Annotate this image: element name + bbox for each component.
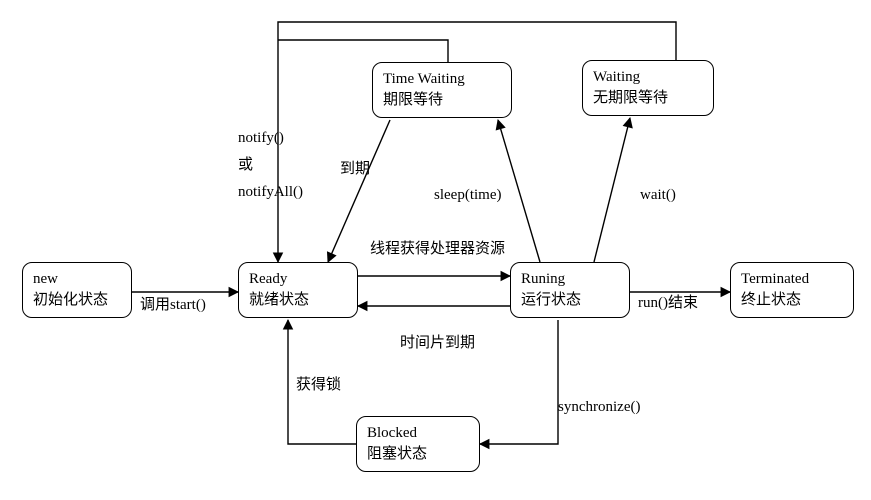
edge-waiting-to-top <box>278 22 676 60</box>
label-timeslice: 时间片到期 <box>400 334 475 354</box>
label-getlock: 获得锁 <box>296 376 341 396</box>
node-timewait-title: Time Waiting <box>383 69 501 90</box>
node-ready-title: Ready <box>249 269 347 290</box>
node-terminated-sub: 终止状态 <box>741 290 843 311</box>
node-waiting-sub: 无期限等待 <box>593 88 703 109</box>
node-runing-title: Runing <box>521 269 619 290</box>
node-blocked: Blocked 阻塞状态 <box>356 416 480 472</box>
node-terminated-title: Terminated <box>741 269 843 290</box>
node-waiting: Waiting 无期限等待 <box>582 60 714 116</box>
edge-runing-to-blocked <box>480 320 558 444</box>
node-new-sub: 初始化状态 <box>33 290 121 311</box>
node-runing-sub: 运行状态 <box>521 290 619 311</box>
edge-timewait-to-top <box>278 40 448 62</box>
node-ready-sub: 就绪状态 <box>249 290 347 311</box>
label-run-end: run()结束 <box>638 294 698 314</box>
label-wait: wait() <box>640 186 676 206</box>
node-timewait-sub: 期限等待 <box>383 90 501 111</box>
node-timewait: Time Waiting 期限等待 <box>372 62 512 118</box>
label-notify: notify()或notifyAll() <box>238 125 303 206</box>
node-blocked-title: Blocked <box>367 423 469 444</box>
node-terminated: Terminated 终止状态 <box>730 262 854 318</box>
node-new: new 初始化状态 <box>22 262 132 318</box>
label-sleep: sleep(time) <box>434 186 501 206</box>
node-blocked-sub: 阻塞状态 <box>367 444 469 465</box>
label-get-cpu: 线程获得处理器资源 <box>370 240 505 260</box>
label-synchronize: synchronize() <box>558 398 640 418</box>
edge-runing-to-waiting <box>594 118 630 262</box>
label-daoqi: 到期 <box>340 160 370 180</box>
node-runing: Runing 运行状态 <box>510 262 630 318</box>
label-start: 调用start() <box>140 296 206 316</box>
node-waiting-title: Waiting <box>593 67 703 88</box>
node-new-title: new <box>33 269 121 290</box>
node-ready: Ready 就绪状态 <box>238 262 358 318</box>
